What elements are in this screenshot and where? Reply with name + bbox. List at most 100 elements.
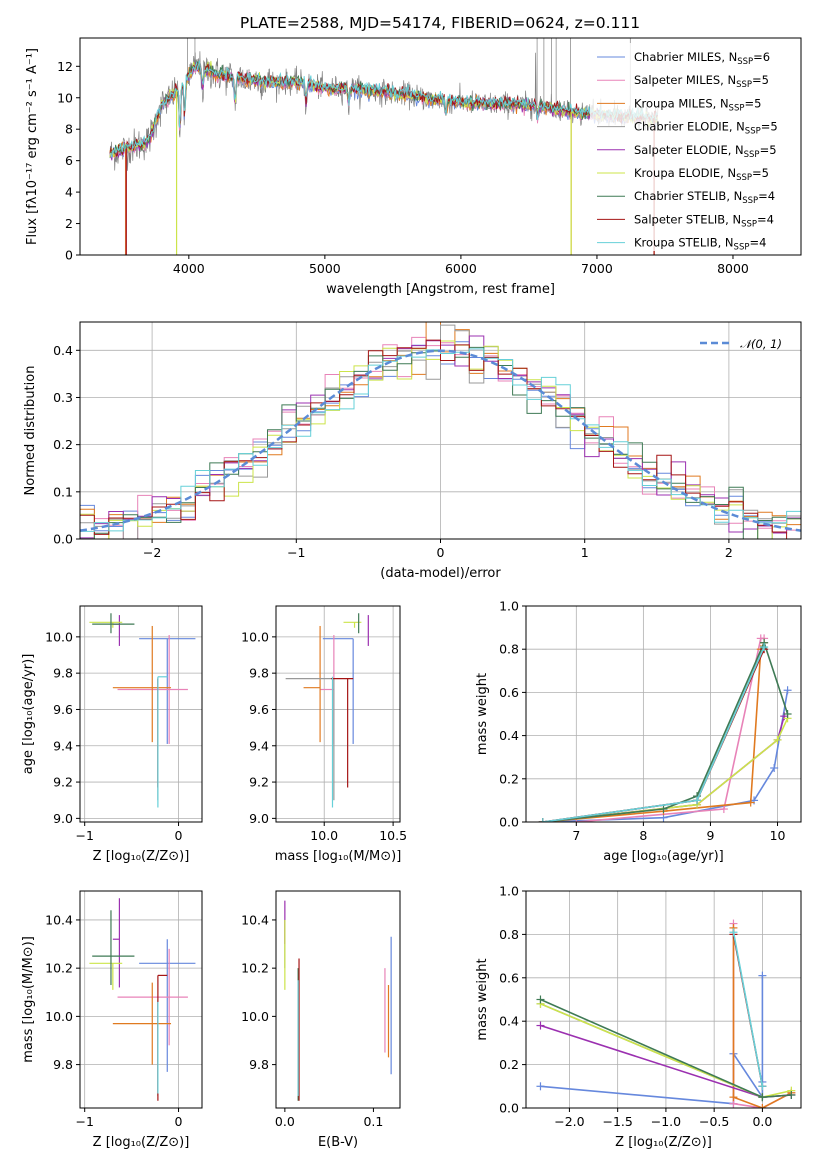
y-tick-label: 1.0 xyxy=(499,599,519,614)
legend-item-salpeter-elodie: Salpeter ELODIE, NSSP=5 xyxy=(597,143,777,160)
axes-frame xyxy=(525,890,802,1109)
y-tick-label: 0 xyxy=(65,248,73,263)
gaussian-curve xyxy=(80,349,801,532)
series-marker xyxy=(760,643,769,652)
axes-age-vs-Z: −1 0 9.0 9.2 9.4 9.6 9.8 10.0 Z [log₁₀(Z/Z⊙)] age… xyxy=(21,605,203,864)
series-marker xyxy=(773,735,782,744)
x-tick-label: −1 xyxy=(287,545,305,560)
plot-background xyxy=(80,891,202,1108)
legend-item-chabrier-stelib: Chabrier STELIB, NSSP=4 xyxy=(597,189,775,206)
axes-weight-vs-age: 7 8 9 10 0.0 0.2 0.4 0.6 0.8 1.0 age [log₁₀(age/yr… xyxy=(475,599,802,864)
legend-label-text: Salpeter STELIB, N xyxy=(634,212,741,226)
residuals-legend: 𝒩(0, 1) xyxy=(700,337,782,351)
legend-item-salpeter-miles: Salpeter MILES, NSSP=5 xyxy=(597,73,769,90)
y-tick-label: 0.2 xyxy=(499,771,519,786)
x-tick-label: 7 xyxy=(572,828,580,843)
y-tick-label: 9.2 xyxy=(249,775,269,790)
y-tick-label: 10.4 xyxy=(45,912,73,927)
axes-frame xyxy=(275,605,401,823)
legend-item-kroupa-miles: Kroupa MILES, NSSP=5 xyxy=(597,96,761,113)
plot-area xyxy=(80,322,801,539)
legend-label-value: =4 xyxy=(758,189,775,203)
x-tick-label: 5000 xyxy=(309,261,341,276)
legend-label: Salpeter ELODIE, NSSP=5 xyxy=(634,143,777,160)
model-kroupa-stelib xyxy=(109,60,658,158)
legend-label: Chabrier ELODIE, NSSP=5 xyxy=(634,120,778,137)
series-marker xyxy=(536,1021,545,1030)
legend-label: Kroupa ELODIE, NSSP=5 xyxy=(634,166,769,183)
errorbar-kroupa-miles xyxy=(112,982,172,1065)
x-tick-label: 0.0 xyxy=(752,1114,772,1129)
errorbar-kroupa-stelib xyxy=(157,676,168,808)
x-tick-label: −1 xyxy=(75,1114,93,1129)
y-tick-label: 10 xyxy=(57,90,73,105)
y-tick-label: 9.6 xyxy=(53,702,73,717)
series-chabrier-miles xyxy=(538,686,792,822)
legend-label: Chabrier STELIB, NSSP=4 xyxy=(634,189,775,206)
x-tick-label: −0.5 xyxy=(699,1114,729,1129)
plot-background xyxy=(276,891,400,1108)
plot-area xyxy=(89,613,196,808)
y-tick-label: 9.8 xyxy=(53,666,73,681)
y-tick-label: 10.2 xyxy=(45,961,73,976)
x-axis-label: Z [log₁₀(Z/Z⊙)] xyxy=(93,849,190,864)
y-tick-label: 9.8 xyxy=(249,1057,269,1072)
y-tick-label: 9.8 xyxy=(53,1057,73,1072)
legend-label-value: =6 xyxy=(753,50,770,64)
axes-spectrum: 4000 5000 6000 7000 8000 0 2 4 6 8 10 12 wavelength … xyxy=(25,37,802,297)
y-tick-label: 10.2 xyxy=(241,961,269,976)
axes-frame xyxy=(79,890,203,1109)
series-marker xyxy=(783,686,792,695)
series-marker xyxy=(538,818,547,822)
grid-lines xyxy=(276,606,400,822)
model-line xyxy=(109,60,658,158)
y-tick-label: 0.8 xyxy=(499,927,519,942)
series-line xyxy=(540,975,764,1105)
y-tick-label: 9.2 xyxy=(53,775,73,790)
legend-label-value: =4 xyxy=(757,212,774,226)
y-axis-label: age [log₁₀(age/yr)] xyxy=(21,654,36,775)
x-tick-label: 10 xyxy=(770,828,786,843)
legend-label-text: Kroupa ELODIE, N xyxy=(634,166,736,180)
errorbar-chabrier-stelib xyxy=(92,910,135,986)
legend-label: Kroupa STELIB, NSSP=4 xyxy=(634,236,766,253)
legend-label-subscript: SSP xyxy=(736,173,752,183)
x-tick-label: −1.0 xyxy=(651,1114,681,1129)
y-axis-label: mass [log₁₀(M/M⊙)] xyxy=(21,936,36,1063)
legend-item-kroupa-stelib: Kroupa STELIB, NSSP=4 xyxy=(597,236,766,253)
series-marker xyxy=(729,928,738,937)
x-tick-label: −2 xyxy=(143,545,161,560)
y-axis-label: mass weight xyxy=(475,958,490,1040)
y-tick-label: 0.0 xyxy=(499,1101,519,1116)
x-tick-label: 8000 xyxy=(717,261,749,276)
y-axis-label: Flux [fλ10⁻¹⁷ erg cm⁻² s⁻¹ A⁻¹] xyxy=(25,48,40,245)
legend-item-chabrier-elodie: Chabrier ELODIE, NSSP=5 xyxy=(597,120,778,137)
series-marker xyxy=(659,805,668,814)
y-tick-label: 10.0 xyxy=(45,1009,73,1024)
x-tick-label: −1.5 xyxy=(602,1114,632,1129)
y-tick-label: 10.0 xyxy=(45,629,73,644)
plot-area xyxy=(536,919,796,1108)
legend-label: Chabrier MILES, NSSP=6 xyxy=(634,50,770,67)
legend-label-text: Kroupa MILES, N xyxy=(634,96,729,110)
legend-label: Salpeter STELIB, NSSP=4 xyxy=(634,212,774,229)
x-tick-label: 4000 xyxy=(173,261,205,276)
legend-label-text: Kroupa STELIB, N xyxy=(634,236,734,250)
errorbar-salpeter-elodie xyxy=(112,898,121,988)
legend-label-subscript: SSP xyxy=(734,243,750,253)
x-tick-label: 10.0 xyxy=(310,828,338,843)
axes-frame xyxy=(275,890,401,1109)
legend-box xyxy=(590,43,796,251)
y-tick-label: 0.0 xyxy=(499,815,519,830)
y-axis-label: mass weight xyxy=(475,673,490,755)
grid-lines xyxy=(80,891,202,1108)
legend-label: Salpeter MILES, NSSP=5 xyxy=(634,73,769,90)
y-tick-label: 0.4 xyxy=(499,1014,519,1029)
x-tick-label: 0 xyxy=(175,828,183,843)
series-line xyxy=(732,932,764,1087)
legend-item-salpeter-stelib: Salpeter STELIB, NSSP=4 xyxy=(597,212,774,229)
legend-label-value: =5 xyxy=(752,166,769,180)
y-tick-label: 0.6 xyxy=(499,685,519,700)
legend-label-text: Chabrier MILES, N xyxy=(634,50,737,64)
